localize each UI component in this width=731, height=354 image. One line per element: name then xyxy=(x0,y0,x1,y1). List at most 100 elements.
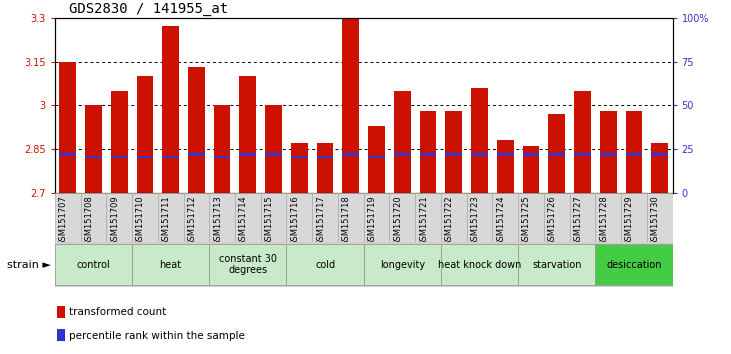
Bar xyxy=(57,306,65,318)
Bar xyxy=(569,193,595,242)
Bar xyxy=(497,141,514,193)
Bar xyxy=(162,155,179,159)
Bar xyxy=(390,193,415,242)
Text: GSM151720: GSM151720 xyxy=(393,195,402,246)
Bar xyxy=(338,193,364,242)
Text: GSM151724: GSM151724 xyxy=(496,195,505,246)
Bar xyxy=(523,146,539,193)
Text: percentile rank within the sample: percentile rank within the sample xyxy=(69,331,245,341)
Bar xyxy=(209,244,287,285)
Bar xyxy=(85,155,102,159)
Bar xyxy=(209,193,235,242)
Text: GSM151709: GSM151709 xyxy=(110,195,119,246)
Bar xyxy=(600,111,616,193)
Bar xyxy=(626,111,643,193)
Bar xyxy=(595,244,673,285)
Text: GSM151710: GSM151710 xyxy=(136,195,145,246)
Bar xyxy=(523,153,539,155)
Bar xyxy=(132,193,158,242)
Bar xyxy=(80,193,106,242)
Bar xyxy=(162,27,179,193)
Bar xyxy=(415,193,441,242)
Bar xyxy=(132,244,209,285)
Text: GSM151713: GSM151713 xyxy=(213,195,222,246)
Bar xyxy=(55,193,80,242)
Text: transformed count: transformed count xyxy=(69,307,166,317)
Text: heat: heat xyxy=(159,259,182,270)
Bar xyxy=(137,76,154,193)
Bar xyxy=(137,155,154,159)
Text: GSM151717: GSM151717 xyxy=(316,195,325,246)
Bar xyxy=(240,153,257,155)
Bar xyxy=(55,244,132,285)
Bar xyxy=(111,91,127,193)
Text: starvation: starvation xyxy=(532,259,581,270)
Text: GSM151729: GSM151729 xyxy=(625,195,634,246)
Bar xyxy=(317,155,333,159)
Bar xyxy=(445,111,462,193)
Bar xyxy=(111,155,127,159)
Text: GSM151719: GSM151719 xyxy=(368,195,376,246)
Text: GSM151716: GSM151716 xyxy=(290,195,299,246)
Text: GSM151723: GSM151723 xyxy=(471,195,480,246)
Bar xyxy=(574,153,591,155)
Bar xyxy=(265,153,282,155)
Bar xyxy=(342,153,359,155)
Bar xyxy=(287,244,364,285)
Bar xyxy=(363,244,441,285)
Bar xyxy=(57,329,65,341)
Text: GSM151718: GSM151718 xyxy=(342,195,351,246)
Bar xyxy=(445,153,462,155)
Text: cold: cold xyxy=(315,259,335,270)
Bar xyxy=(213,155,230,159)
Text: GSM151721: GSM151721 xyxy=(419,195,428,246)
Bar xyxy=(235,193,261,242)
Bar xyxy=(394,91,411,193)
Bar xyxy=(291,143,308,193)
Bar xyxy=(59,62,76,193)
Text: longevity: longevity xyxy=(379,259,425,270)
Bar xyxy=(85,105,102,193)
Text: GSM151728: GSM151728 xyxy=(599,195,608,246)
Bar xyxy=(471,88,488,193)
Bar xyxy=(106,193,132,242)
Bar xyxy=(158,193,183,242)
Text: GSM151714: GSM151714 xyxy=(239,195,248,246)
Bar xyxy=(363,193,390,242)
Bar xyxy=(621,193,647,242)
Bar xyxy=(420,153,436,155)
Text: control: control xyxy=(77,259,110,270)
Bar xyxy=(368,155,385,159)
Text: GSM151725: GSM151725 xyxy=(522,195,531,246)
Bar xyxy=(420,111,436,193)
Bar xyxy=(394,153,411,155)
Text: GSM151712: GSM151712 xyxy=(187,195,197,246)
Bar xyxy=(368,126,385,193)
Bar xyxy=(518,244,595,285)
Bar xyxy=(466,193,493,242)
Bar xyxy=(441,244,518,285)
Text: GDS2830 / 141955_at: GDS2830 / 141955_at xyxy=(69,2,229,16)
Bar xyxy=(493,193,518,242)
Bar xyxy=(497,153,514,155)
Bar xyxy=(600,153,616,155)
Text: GSM151708: GSM151708 xyxy=(85,195,94,246)
Bar xyxy=(647,193,673,242)
Bar xyxy=(213,105,230,193)
Bar xyxy=(188,67,205,193)
Text: GSM151711: GSM151711 xyxy=(162,195,170,246)
Text: GSM151722: GSM151722 xyxy=(444,195,454,246)
Bar xyxy=(651,153,668,155)
Bar xyxy=(548,153,565,155)
Bar xyxy=(441,193,466,242)
Bar xyxy=(518,193,544,242)
Bar xyxy=(544,193,569,242)
Text: strain ►: strain ► xyxy=(7,259,51,270)
Bar xyxy=(261,193,287,242)
Bar xyxy=(59,153,76,155)
Text: GSM151726: GSM151726 xyxy=(548,195,557,246)
Bar xyxy=(188,153,205,155)
Text: GSM151707: GSM151707 xyxy=(58,195,68,246)
Bar xyxy=(651,143,668,193)
Bar xyxy=(240,76,257,193)
